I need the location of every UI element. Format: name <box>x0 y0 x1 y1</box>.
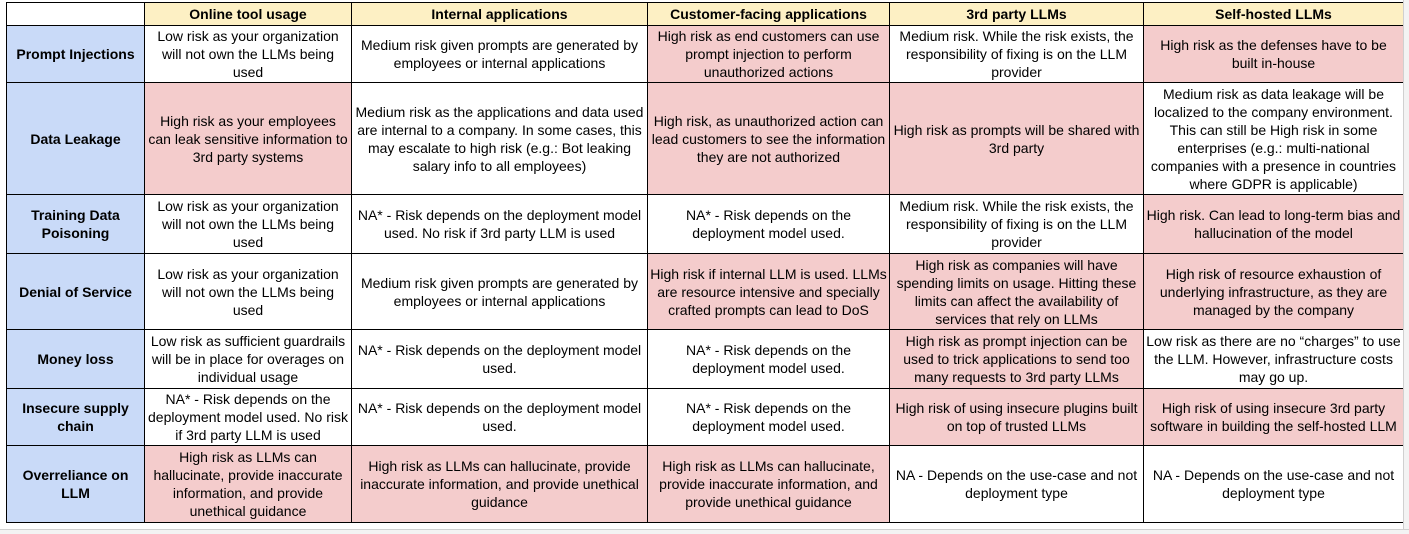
column-header[interactable]: Internal applications <box>351 2 648 26</box>
column-header[interactable]: Customer-facing applications <box>647 2 890 26</box>
table-cell[interactable]: High risk of using insecure 3rd party so… <box>1143 388 1404 446</box>
table-cell[interactable]: NA - Depends on the use-case and not dep… <box>889 445 1144 523</box>
table-cell[interactable]: High risk if internal LLM is used. LLMs … <box>647 253 890 330</box>
table-cell[interactable]: Medium risk. While the risk exists, the … <box>889 25 1144 83</box>
table-row: Data Leakage High risk as your employees… <box>6 82 1404 195</box>
column-header[interactable]: Online tool usage <box>144 2 352 26</box>
table-cell[interactable]: Low risk as your organization will not o… <box>144 25 352 83</box>
table-cell[interactable]: NA* - Risk depends on the deployment mod… <box>351 388 648 446</box>
table-cell[interactable]: High risk as companies will have spendin… <box>889 253 1144 330</box>
table-cell[interactable]: High risk, as unauthorized action can le… <box>647 82 890 195</box>
table-row: Money loss Low risk as sufficient guardr… <box>6 329 1404 389</box>
table-cell[interactable]: NA* - Risk depends on the deployment mod… <box>647 329 890 389</box>
header-row: Online tool usage Internal applications … <box>6 2 1404 26</box>
table-cell[interactable]: Low risk as sufficient guardrails will b… <box>144 329 352 389</box>
row-header[interactable]: Insecure supply chain <box>6 388 145 446</box>
sheet-edge-bottom <box>0 529 1409 534</box>
table-cell[interactable]: NA* - Risk depends on the deployment mod… <box>647 388 890 446</box>
table-cell[interactable]: NA - Depends on the use-case and not dep… <box>1143 445 1404 523</box>
table-cell[interactable]: Medium risk given prompts are generated … <box>351 25 648 83</box>
row-header[interactable]: Training Data Poisoning <box>6 194 145 254</box>
table-cell[interactable]: NA* - Risk depends on the deployment mod… <box>351 329 648 389</box>
table-row: Insecure supply chain NA* - Risk depends… <box>6 388 1404 446</box>
table-cell[interactable]: High risk as prompt injection can be use… <box>889 329 1144 389</box>
table-cell[interactable]: High risk as LLMs can hallucinate, provi… <box>144 445 352 523</box>
table-cell[interactable]: NA* - Risk depends on the deployment mod… <box>144 388 352 446</box>
table-cell[interactable]: High risk as LLMs can hallucinate, provi… <box>647 445 890 523</box>
table-cell[interactable]: High risk as prompts will be shared with… <box>889 82 1144 195</box>
corner-cell[interactable] <box>6 2 145 26</box>
table-cell[interactable]: Low risk as your organization will not o… <box>144 253 352 330</box>
column-header[interactable]: 3rd party LLMs <box>889 2 1144 26</box>
risk-matrix-table: Online tool usage Internal applications … <box>6 2 1404 523</box>
row-header[interactable]: Money loss <box>6 329 145 389</box>
table-cell[interactable]: NA* - Risk depends on the deployment mod… <box>351 194 648 254</box>
table-cell[interactable]: High risk as LLMs can hallucinate, provi… <box>351 445 648 523</box>
table-cell[interactable]: High risk. Can lead to long-term bias an… <box>1143 194 1404 254</box>
table-cell[interactable]: Low risk as your organization will not o… <box>144 194 352 254</box>
table-cell[interactable]: NA* - Risk depends on the deployment mod… <box>647 194 890 254</box>
table-cell[interactable]: High risk as your employees can leak sen… <box>144 82 352 195</box>
table-cell[interactable]: Medium risk as the applications and data… <box>351 82 648 195</box>
sheet-edge-right <box>1403 0 1409 534</box>
table-cell[interactable]: High risk as the defenses have to be bui… <box>1143 25 1404 83</box>
table-cell[interactable]: Medium risk as data leakage will be loca… <box>1143 82 1404 195</box>
table-row: Training Data Poisoning Low risk as your… <box>6 194 1404 254</box>
row-header[interactable]: Data Leakage <box>6 82 145 195</box>
row-header[interactable]: Overreliance on LLM <box>6 445 145 523</box>
table-row: Overreliance on LLM High risk as LLMs ca… <box>6 445 1404 523</box>
column-header[interactable]: Self-hosted LLMs <box>1143 2 1404 26</box>
table-cell[interactable]: Medium risk. While the risk exists, the … <box>889 194 1144 254</box>
row-header[interactable]: Denial of Service <box>6 253 145 330</box>
table-cell[interactable]: High risk of using insecure plugins buil… <box>889 388 1144 446</box>
table-cell[interactable]: High risk as end customers can use promp… <box>647 25 890 83</box>
table-row: Prompt Injections Low risk as your organ… <box>6 25 1404 83</box>
table-row: Denial of Service Low risk as your organ… <box>6 253 1404 330</box>
table-cell[interactable]: Low risk as there are no “charges” to us… <box>1143 329 1404 389</box>
table-cell[interactable]: Medium risk given prompts are generated … <box>351 253 648 330</box>
row-header[interactable]: Prompt Injections <box>6 25 145 83</box>
table-cell[interactable]: High risk of resource exhaustion of unde… <box>1143 253 1404 330</box>
